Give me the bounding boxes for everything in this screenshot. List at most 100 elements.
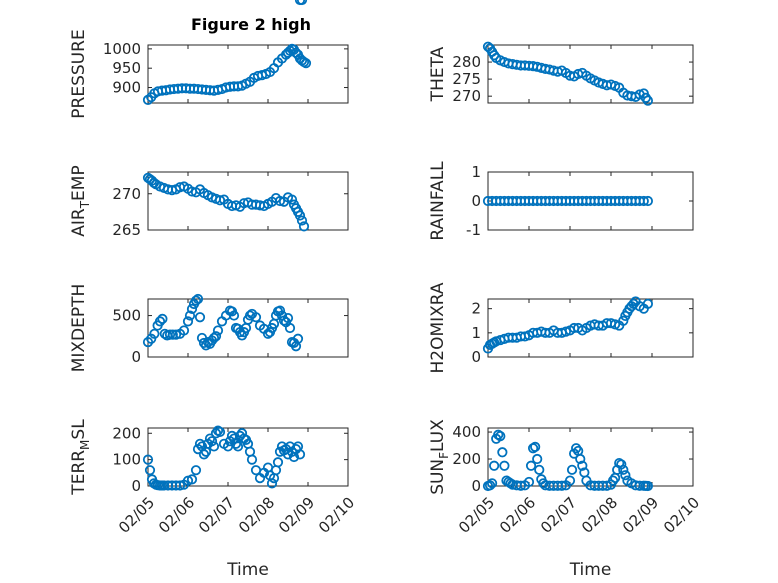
y-tick-label: 280 (452, 53, 481, 71)
data-point (142, 454, 154, 465)
panel-terr-msl: 0 100 200 TERRMSL 02/0502/0602/0702/0802/090… (69, 419, 358, 580)
data-point (515, 480, 526, 491)
y-tick-label: 1 (471, 163, 481, 181)
data-point (566, 464, 578, 475)
data-point (167, 329, 178, 340)
y-tick-label: 950 (112, 59, 141, 77)
data-point (642, 298, 654, 309)
data-point (523, 476, 535, 488)
x-tick-label: 02/06 (496, 494, 539, 537)
data-point (642, 95, 654, 106)
panel-rainfall: -1 0 1 RAINFALL (428, 161, 694, 241)
figure-title: Figure 2 high (191, 15, 311, 34)
panel-mixdepth: 0 500 MIXDEPTH (69, 0, 349, 373)
data-point (170, 329, 182, 340)
data-point (642, 480, 654, 492)
data-point (232, 441, 244, 452)
y-tick-label: 275 (452, 70, 481, 88)
y-axis-label: THETA (428, 46, 448, 102)
data-point (194, 312, 206, 323)
axes-frame (147, 298, 349, 358)
panel-sun-flux: 0 200 400SUNFLUX02/0502/0602/0702/0802/090… (428, 419, 703, 580)
data-point (538, 478, 549, 489)
data-point (571, 443, 582, 454)
data-point (190, 295, 202, 306)
x-axis-label: Time (569, 560, 612, 580)
data-point (601, 480, 613, 491)
y-tick-label: 400 (452, 423, 481, 441)
data-point (532, 453, 543, 465)
y-axis-label: TERRMSL (69, 419, 92, 496)
data-point (214, 195, 226, 206)
data-point (607, 475, 619, 486)
data-point (182, 316, 194, 327)
data-point (556, 480, 567, 491)
data-point (190, 465, 202, 476)
x-tick-label: 02/06 (155, 494, 198, 537)
data-point (499, 460, 510, 471)
y-axis-label: AIRTEMP (69, 165, 92, 236)
y-tick-label: 0 (131, 348, 141, 366)
data-point (206, 436, 218, 447)
y-axis-label: H2OMIXRA (428, 282, 448, 373)
data-point (530, 441, 541, 452)
y-tick-label: 270 (452, 87, 481, 105)
x-tick-label: 02/07 (537, 494, 580, 537)
x-axis-label: Time (226, 560, 269, 580)
data-point (294, 449, 306, 460)
data-point (564, 475, 576, 486)
data-point (486, 478, 498, 489)
data-point (157, 313, 168, 324)
data-point (296, 0, 308, 6)
data-point (294, 210, 306, 221)
y-tick-label: 200 (452, 450, 481, 468)
x-tick-label: 02/05 (455, 494, 498, 537)
y-tick-label: 200 (112, 424, 141, 442)
data-point (210, 331, 222, 342)
data-point (208, 332, 220, 344)
data-point (618, 315, 629, 326)
data-point (575, 453, 586, 465)
data-point (208, 441, 220, 452)
data-point (616, 459, 627, 470)
data-point (212, 325, 224, 336)
data-point (228, 310, 240, 321)
y-tick-label: 1000 (103, 40, 141, 58)
panel-h2omixra: 0 1 2 H2OMIXRA (428, 282, 694, 374)
data-point (282, 312, 294, 324)
data-point (484, 480, 496, 491)
data-point (204, 433, 216, 444)
data-point (244, 310, 256, 321)
y-axis-label: MIXDEPTH (69, 284, 89, 373)
y-tick-label: 1 (471, 324, 481, 342)
y-axis-label: PRESSURE (69, 29, 89, 118)
data-point (266, 478, 278, 489)
y-tick-label: 0 (131, 477, 141, 495)
data-point (495, 430, 506, 442)
data-point (286, 194, 298, 205)
x-tick-label: 02/10 (660, 494, 703, 537)
x-tick-label: 02/07 (195, 494, 238, 537)
data-point (186, 303, 198, 315)
y-tick-label: 265 (112, 221, 141, 239)
data-point (184, 310, 196, 321)
data-point (186, 474, 198, 485)
x-tick-label: 02/10 (315, 494, 358, 537)
axes-frame (487, 427, 694, 487)
data-point (174, 480, 186, 491)
data-point (178, 325, 190, 336)
data-point (154, 316, 166, 327)
x-tick-label: 02/09 (275, 494, 318, 537)
data-point (489, 460, 500, 471)
data-point (296, 215, 308, 226)
data-point (274, 195, 286, 207)
data-point (525, 460, 537, 471)
data-point (489, 50, 500, 61)
axes-frame (147, 44, 349, 104)
y-axis-label: RAINFALL (428, 161, 448, 241)
y-tick-label: 0 (471, 477, 481, 495)
data-point (214, 426, 226, 438)
data-point (298, 221, 310, 232)
